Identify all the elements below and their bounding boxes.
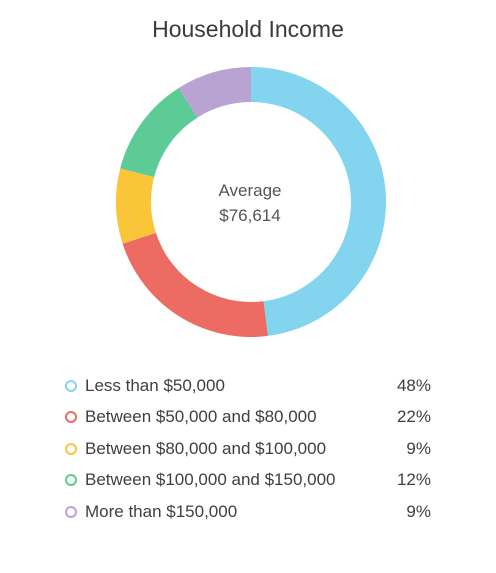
legend-value: 22% (396, 407, 431, 427)
donut-slice-5[interactable] (178, 67, 251, 118)
legend-value: 9% (406, 501, 431, 521)
center-value: $76,614 (219, 206, 281, 225)
legend-item-4[interactable]: Between $100,000 and $150,000 12% (65, 465, 431, 497)
center-summary: Average $76,614 (150, 178, 350, 228)
legend-item-1[interactable]: Less than $50,000 48% (65, 370, 431, 402)
legend-marker-icon (65, 505, 77, 518)
donut-chart (116, 67, 387, 338)
legend-value: 9% (406, 438, 431, 458)
legend-marker-icon (65, 379, 77, 392)
donut-slice-3[interactable] (116, 168, 156, 244)
legend-marker-icon (65, 411, 77, 424)
donut-slice-4[interactable] (120, 88, 198, 178)
legend-item-2[interactable]: Between $50,000 and $80,000 22% (65, 402, 431, 434)
chart-title: Household Income (152, 16, 344, 42)
legend-item-5[interactable]: More than $150,000 9% (65, 496, 431, 528)
legend-label: Between $50,000 and $80,000 (85, 407, 317, 427)
legend-marker-icon (65, 474, 77, 487)
legend-label: Between $100,000 and $150,000 (85, 470, 336, 490)
legend-marker-icon (65, 442, 77, 455)
legend-label: Between $80,000 and $100,000 (85, 438, 327, 458)
legend: Less than $50,000 48% Between $50,000 and … (65, 370, 431, 528)
donut-slice-2[interactable] (122, 232, 268, 338)
donut-slice-1[interactable] (251, 67, 387, 336)
center-label: Average (218, 181, 282, 200)
legend-value: 12% (396, 470, 431, 490)
legend-item-3[interactable]: Between $80,000 and $100,000 9% (65, 433, 431, 465)
legend-label: Less than $50,000 (85, 375, 225, 395)
legend-label: More than $150,000 (85, 501, 238, 521)
legend-value: 48% (396, 375, 431, 395)
